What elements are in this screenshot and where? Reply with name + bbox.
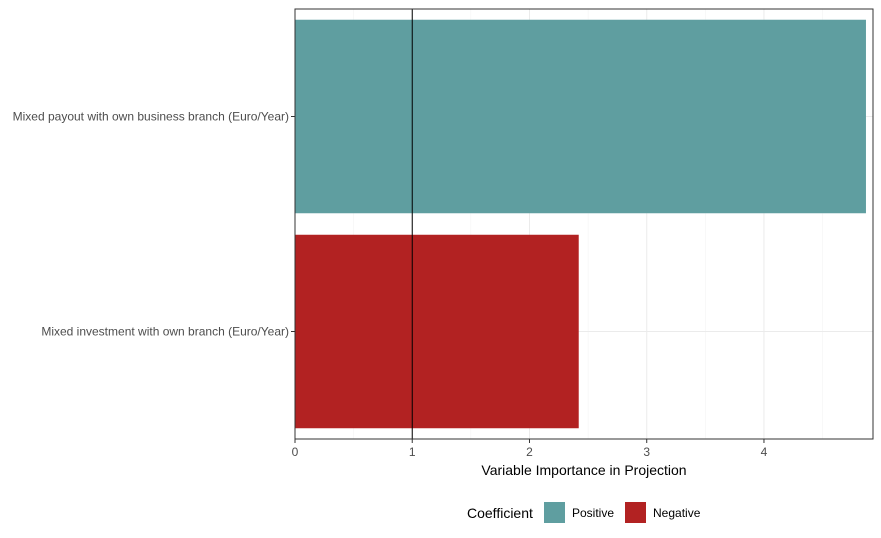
- bar-positive: [295, 19, 866, 214]
- x-tick-label: 4: [761, 445, 768, 459]
- x-tick-label: 2: [526, 445, 533, 459]
- y-tick-label: Mixed payout with own business branch (E…: [13, 110, 289, 124]
- bar-negative: [295, 234, 579, 429]
- legend-key-negative: [625, 502, 646, 523]
- panel-border: [294, 8, 874, 440]
- legend: Coefficient Positive Negative: [467, 502, 701, 523]
- x-axis-title: Variable Importance in Projection: [481, 462, 686, 478]
- x-axis: 0 1 2 3 4: [292, 439, 768, 459]
- y-tick-label: Mixed investment with own branch (Euro/Y…: [41, 325, 289, 339]
- bars: [295, 19, 866, 429]
- x-tick-label: 1: [409, 445, 416, 459]
- legend-key-positive: [544, 502, 565, 523]
- x-tick-label: 3: [643, 445, 650, 459]
- y-axis: Mixed payout with own business branch (E…: [13, 110, 295, 339]
- legend-label-negative: Negative: [653, 506, 701, 520]
- legend-title: Coefficient: [467, 505, 533, 521]
- x-tick-label: 0: [292, 445, 299, 459]
- legend-label-positive: Positive: [572, 506, 614, 520]
